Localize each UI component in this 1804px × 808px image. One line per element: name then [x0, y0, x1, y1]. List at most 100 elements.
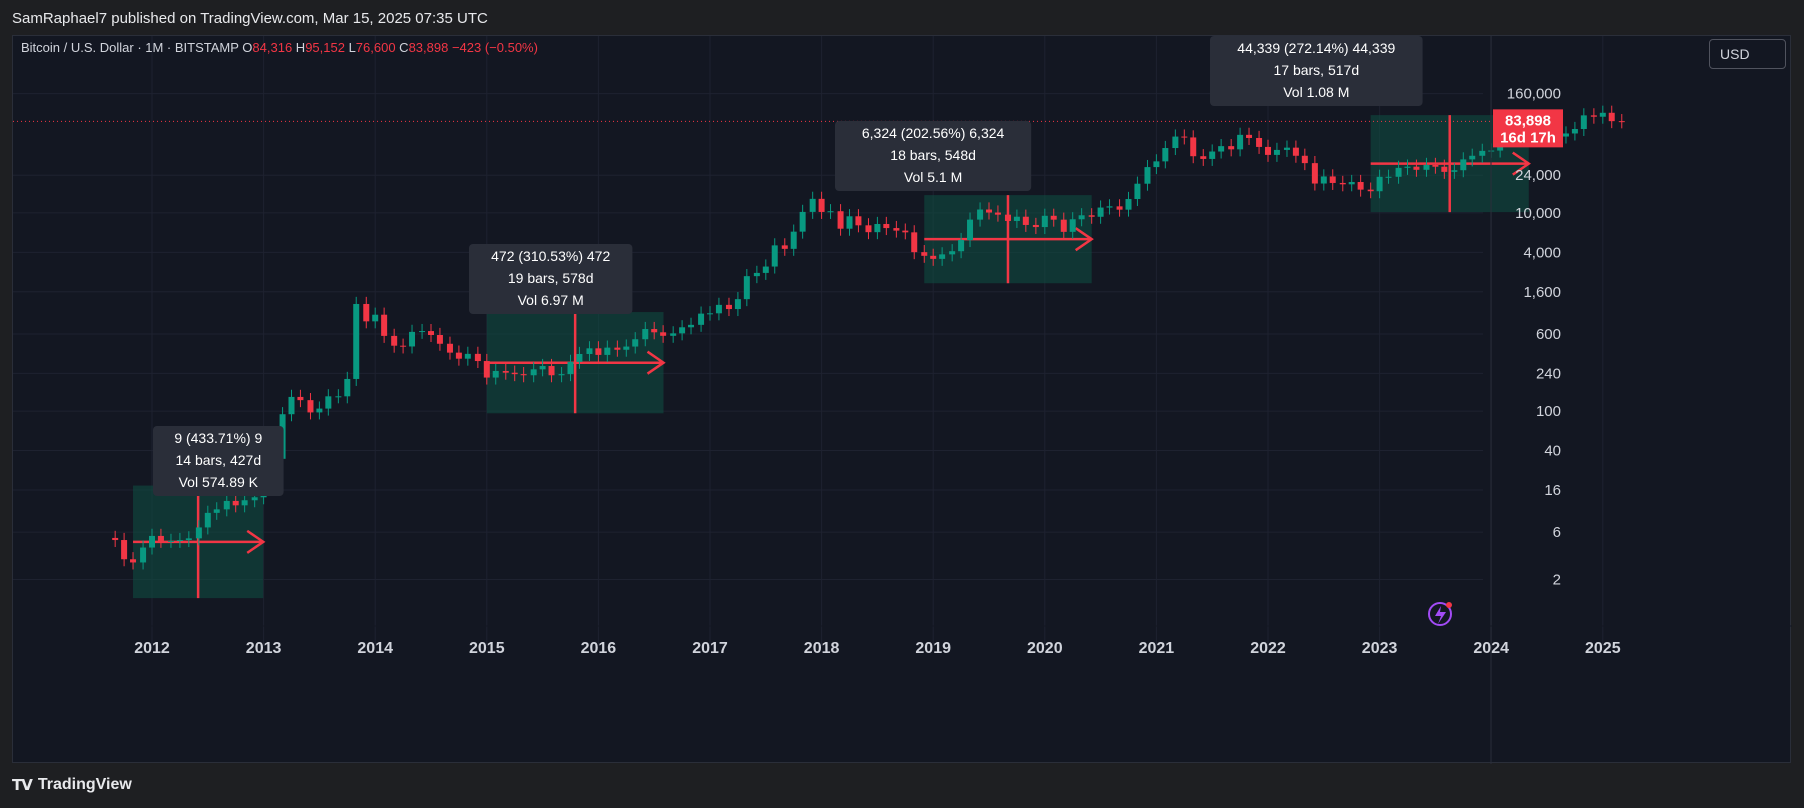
candle-body [614, 347, 621, 350]
candle-body [790, 231, 797, 249]
time-tick-label: 2014 [357, 640, 393, 657]
currency-button[interactable]: USD [1709, 39, 1786, 69]
candle-body [297, 396, 304, 401]
time-tick-label: 2018 [804, 640, 840, 657]
candle-body [1116, 206, 1123, 210]
candle-body [176, 540, 183, 542]
candle-body [223, 500, 230, 510]
high-value: 95,152 [305, 40, 348, 55]
candle-body [576, 353, 583, 362]
symbol-legend: Bitcoin / U.S. Dollar · 1M · BITSTAMP O8… [21, 40, 538, 55]
measure-bars-label: 18 bars, 548d [890, 147, 976, 163]
candle-body [288, 396, 295, 415]
candle-body [930, 255, 937, 259]
candle-body [799, 211, 806, 232]
candle-body [149, 535, 155, 548]
candle-body [492, 370, 499, 378]
measure-arrowhead [246, 529, 266, 554]
candle-body [865, 225, 872, 233]
candle-body [558, 374, 565, 376]
close-label: C [399, 40, 408, 55]
price-tick-label: 40 [1544, 443, 1561, 460]
candle-body [325, 396, 332, 409]
candle-body [632, 339, 639, 347]
candle-body [1050, 215, 1057, 220]
candle-body [1022, 216, 1029, 225]
candle-body [307, 400, 314, 413]
candle-body [391, 335, 398, 346]
candle-body [157, 535, 164, 541]
measure-box [1210, 36, 1423, 106]
last-price-tag [1493, 109, 1563, 148]
measure-arrowhead [646, 350, 666, 375]
candle-body [623, 346, 630, 350]
candle-body [1479, 150, 1486, 156]
candle-body [921, 252, 928, 256]
measure-change-label: 44,339 (272.14%) 44,339 [1237, 40, 1395, 56]
candle-body [1134, 183, 1141, 200]
candle-body [902, 230, 909, 233]
candle-body [213, 509, 220, 513]
candle-body [1209, 151, 1216, 159]
candle-body [1106, 206, 1113, 208]
candle-body [837, 211, 844, 229]
candle-body [1237, 134, 1244, 150]
candle-body [1041, 215, 1048, 228]
candle-body [1172, 136, 1179, 149]
time-tick-label: 2013 [246, 640, 282, 657]
measure-change-label: 9 (433.71%) 9 [174, 430, 262, 446]
candle-body [827, 211, 834, 213]
candle-body [809, 198, 816, 212]
candle-body [1451, 170, 1458, 172]
publisher-caption: SamRaphael7 published on TradingView.com… [12, 10, 488, 27]
candle-body [1162, 148, 1169, 162]
candle-body [725, 304, 732, 310]
candle-body [762, 266, 769, 273]
candle-body [436, 335, 443, 344]
candle-body [1460, 159, 1467, 171]
candle-body [1339, 182, 1346, 185]
candle-body [112, 537, 119, 541]
price-tick-label: 600 [1536, 326, 1561, 343]
candle-body [1404, 166, 1411, 168]
change-value: −423 (−0.50%) [452, 40, 538, 55]
candle-body [1228, 146, 1235, 150]
candle-body [1301, 155, 1308, 164]
candle-body [1069, 219, 1076, 232]
time-tick-label: 2022 [1250, 640, 1286, 657]
candle-body [1283, 147, 1290, 150]
candle-body [372, 314, 379, 322]
candle-body [771, 245, 778, 267]
candle-body [316, 408, 323, 413]
price-tick-label: 16 [1544, 482, 1561, 499]
price-chart[interactable]: 9 (433.71%) 9 14 bars, 427d Vol 574.89 K 47… [13, 36, 1792, 764]
candle-body [1256, 137, 1263, 147]
candle-body [883, 223, 890, 229]
candle-body [670, 333, 677, 336]
candle-body [1097, 207, 1104, 217]
price-tick-label: 10,000 [1515, 205, 1561, 222]
candle-body [855, 216, 862, 226]
measure-zones [133, 115, 1531, 599]
candle-body [185, 538, 192, 541]
measure-volume-label: Vol 5.1 M [904, 169, 962, 185]
candle-body [167, 540, 174, 542]
chart-panel[interactable]: 9 (433.71%) 9 14 bars, 427d Vol 574.89 K 47… [12, 35, 1792, 764]
candle-body [344, 378, 351, 397]
candle-body [1125, 199, 1132, 210]
candle-body [1181, 136, 1188, 138]
candle-body [1376, 176, 1383, 192]
price-tick-label: 6 [1553, 524, 1561, 541]
time-tick-label: 2025 [1585, 640, 1621, 657]
candle-body [1218, 146, 1225, 152]
measure-box [153, 426, 284, 496]
candle-body [121, 540, 128, 560]
candle-body [911, 232, 918, 253]
candle-body [520, 374, 527, 376]
time-tick-label: 2015 [469, 640, 505, 657]
candle-body [651, 329, 658, 333]
candle-body [949, 251, 956, 255]
candle-body [1246, 134, 1253, 138]
footer-brand[interactable]: TV TradingView [12, 776, 132, 794]
candle-body [1032, 224, 1039, 228]
